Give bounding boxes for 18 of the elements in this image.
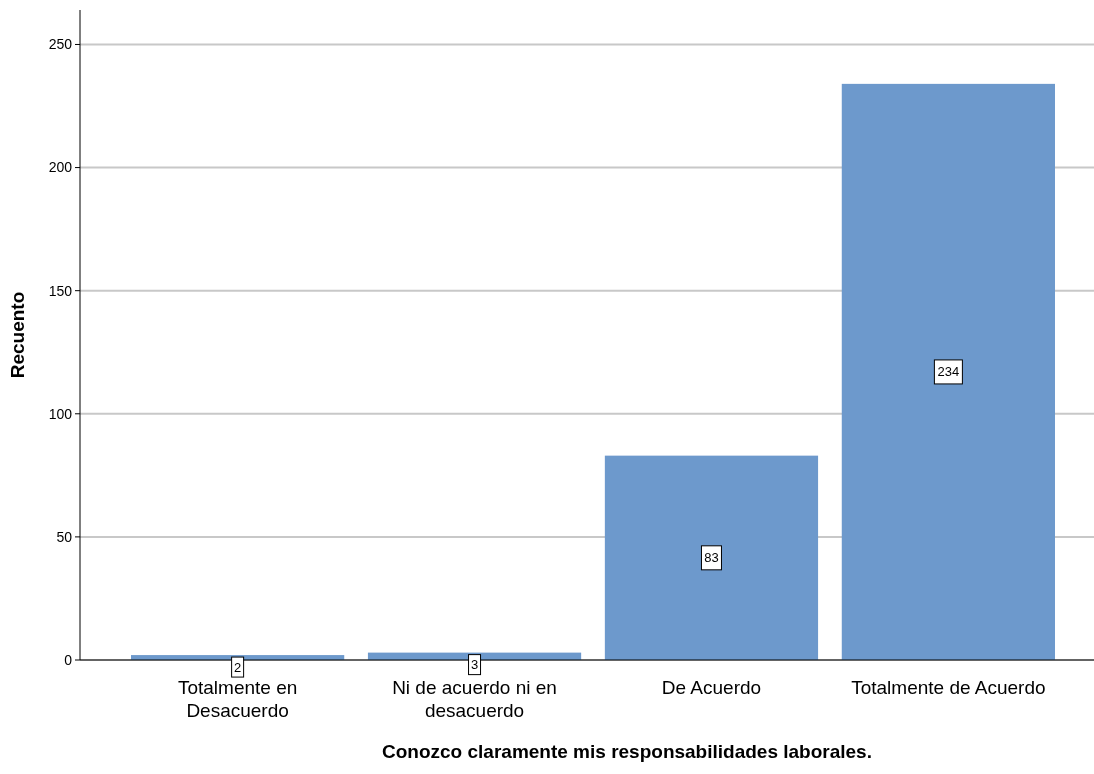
y-tick-label: 250 <box>48 36 73 53</box>
data-label: 83 <box>704 550 719 566</box>
x-tick-label: De Acuerdo <box>661 677 762 698</box>
y-axis-title: Recuento <box>7 291 28 379</box>
bar <box>604 455 819 660</box>
y-tick-label: 150 <box>48 282 73 299</box>
x-tick-label: Totalmente en Desacuerdo <box>177 677 298 721</box>
y-tick-label: 50 <box>56 528 73 545</box>
data-label: 234 <box>937 364 960 380</box>
x-tick-label: Ni de acuerdo ni en desacuerdo <box>392 677 557 721</box>
y-tick-label: 0 <box>64 651 73 668</box>
data-label: 3 <box>470 657 479 673</box>
y-tick-label: 100 <box>48 405 73 422</box>
x-axis-title: Conozco claramente mis responsabilidades laborales. <box>382 741 872 762</box>
x-tick-label: Totalmente de Acuerdo <box>851 677 1046 698</box>
bar <box>841 83 1055 660</box>
y-tick-label: 200 <box>48 159 73 176</box>
data-label: 2 <box>234 659 242 675</box>
